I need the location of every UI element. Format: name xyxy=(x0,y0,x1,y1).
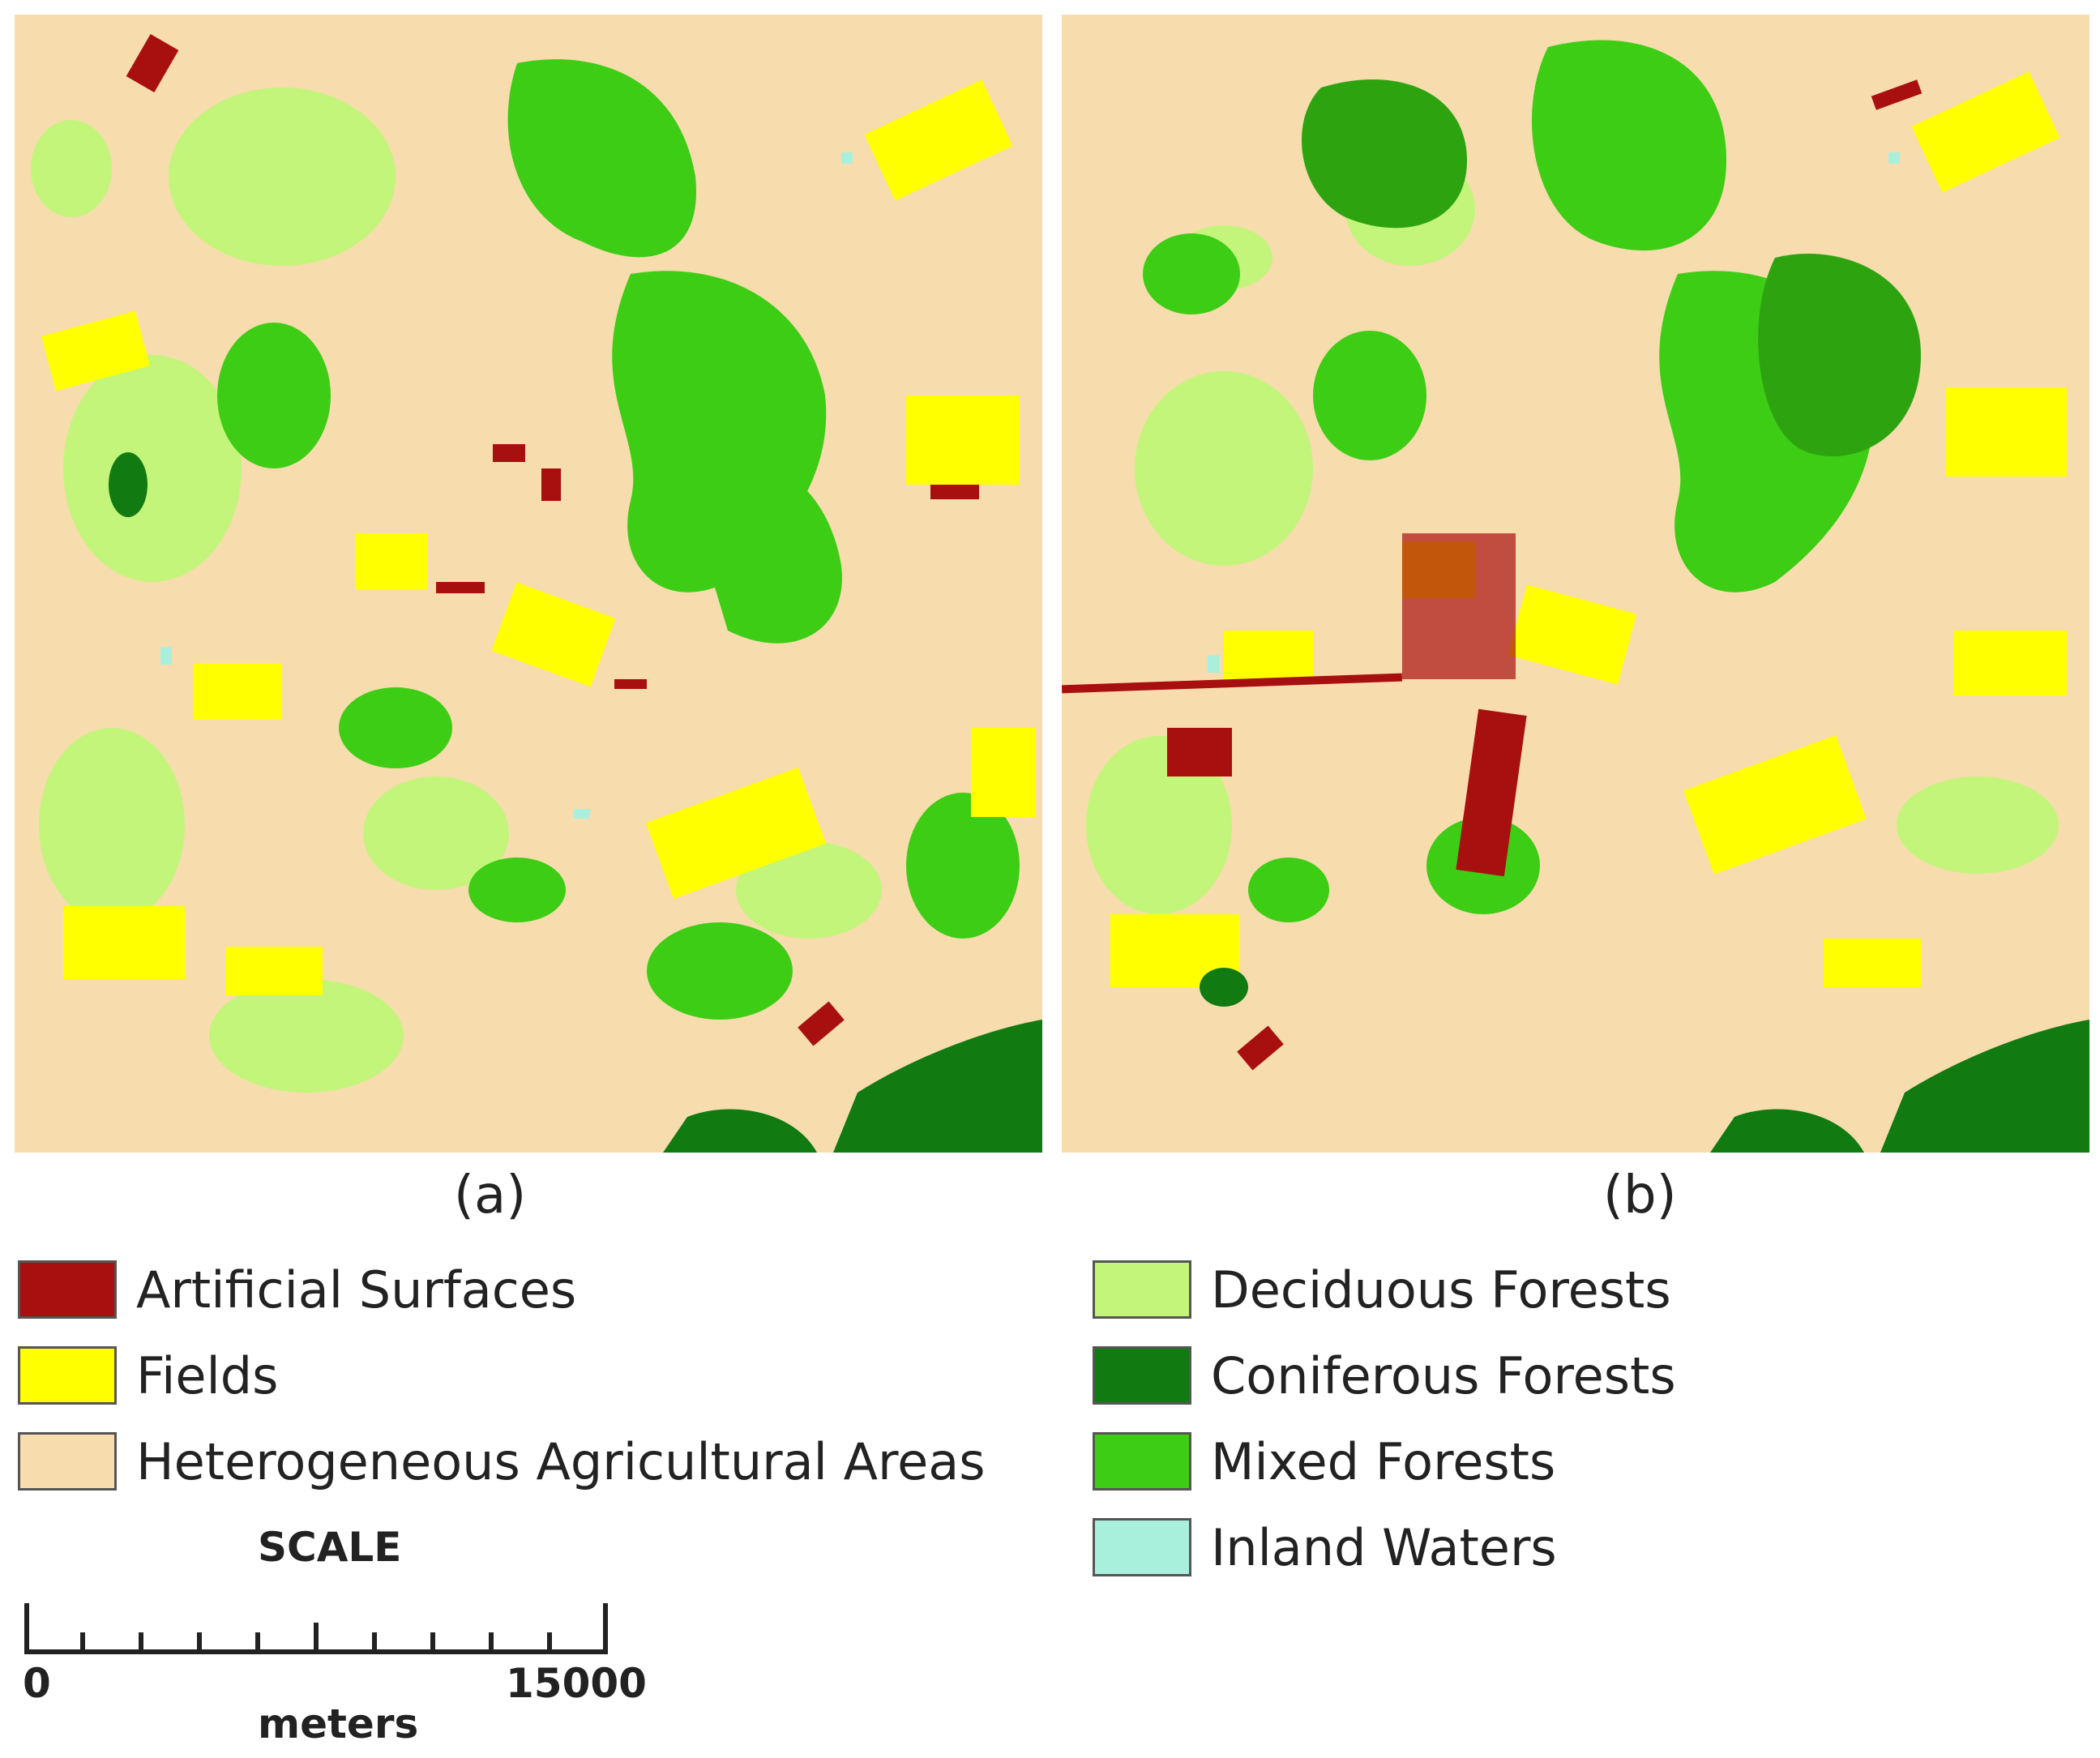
map-b-caption: (b) xyxy=(1603,1166,1677,1225)
map-a-caption: (a) xyxy=(454,1166,527,1225)
legend-label: Fields xyxy=(136,1345,279,1405)
coniferous-forests-swatch xyxy=(1093,1346,1191,1405)
legend-label: Coniferous Forests xyxy=(1211,1345,1676,1405)
water-patches xyxy=(160,152,853,819)
scale-max-label: 15000 xyxy=(506,1660,647,1707)
field-patches xyxy=(1110,71,2067,987)
legend-item-deciduous-forests: Deciduous Forests xyxy=(1093,1247,1676,1332)
water-patches xyxy=(1208,152,1900,673)
coniferous-patches xyxy=(109,452,1042,1153)
scale-ticks xyxy=(24,1603,608,1654)
legend-label: Inland Waters xyxy=(1211,1517,1557,1577)
legend-label: Artificial Surfaces xyxy=(136,1260,577,1320)
deciduous-patches xyxy=(31,88,882,1093)
legend-label: Heterogeneous Agricultural Areas xyxy=(136,1431,986,1491)
legend-item-fields: Fields xyxy=(18,1332,986,1418)
legend-label: Mixed Forests xyxy=(1211,1431,1556,1491)
land-cover-map-b xyxy=(1062,15,2089,1153)
map-a-canvas xyxy=(15,15,1042,1153)
scale-min-label: 0 xyxy=(23,1660,51,1707)
scale-unit-label: meters xyxy=(258,1700,419,1747)
coniferous-patches xyxy=(1200,968,2089,1153)
fields-swatch xyxy=(18,1346,117,1405)
mixed-forest-dark-patches xyxy=(1302,79,1921,456)
legend-right: Deciduous Forests Coniferous Forests Mix… xyxy=(1093,1247,1676,1590)
inland-waters-swatch xyxy=(1093,1518,1191,1576)
artificial-patches xyxy=(126,34,979,1046)
legend-label: Deciduous Forests xyxy=(1211,1260,1671,1320)
legend-item-inland-waters: Inland Waters xyxy=(1093,1504,1676,1590)
map-b-canvas xyxy=(1062,15,2089,1153)
scale-bar xyxy=(24,1603,608,1654)
legend-item-artificial-surfaces: Artificial Surfaces xyxy=(18,1247,986,1332)
legend-item-mixed-forests: Mixed Forests xyxy=(1093,1418,1676,1504)
legend-item-coniferous-forests: Coniferous Forests xyxy=(1093,1332,1676,1418)
deciduous-forests-swatch xyxy=(1093,1260,1191,1319)
scale-title: SCALE xyxy=(258,1524,402,1571)
artificial-patches xyxy=(1062,79,1923,1071)
land-cover-map-a xyxy=(15,15,1042,1153)
mixed-forests-swatch xyxy=(1093,1432,1191,1491)
mixed-forest-patches xyxy=(217,59,1020,1020)
heterogeneous-agricultural-swatch xyxy=(18,1432,117,1491)
artificial-surfaces-swatch xyxy=(18,1260,117,1319)
legend-left: Artificial Surfaces Fields Heterogeneous… xyxy=(18,1247,986,1504)
legend-item-heterogeneous-agricultural: Heterogeneous Agricultural Areas xyxy=(18,1418,986,1504)
field-patches xyxy=(41,79,1036,995)
